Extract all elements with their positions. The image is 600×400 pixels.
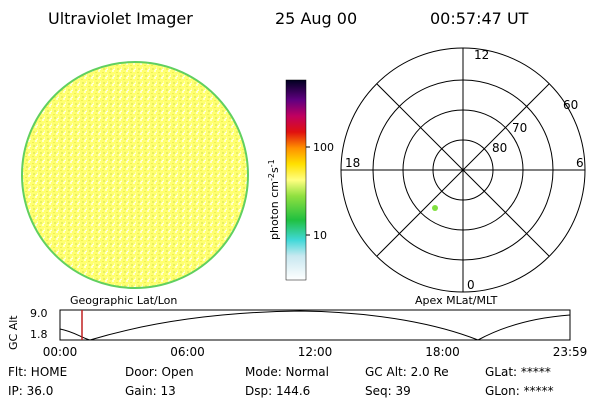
colorbar-tick-label: 100 <box>313 141 334 154</box>
header: Ultraviolet Imager 25 Aug 00 00:57:47 UT <box>48 9 529 28</box>
lat-label: 60 <box>563 98 578 112</box>
status-field: GLat: ***** <box>485 365 551 379</box>
altitude-curve <box>59 310 571 341</box>
altitude-plot: GC Alt 9.0 1.8 00:00 06:00 12:00 18:00 23:59 <box>7 307 587 359</box>
y-tick-label: 1.8 <box>30 328 48 341</box>
x-tick-label: 06:00 <box>170 345 205 359</box>
label-sup: -1 <box>267 159 276 167</box>
title: Ultraviolet Imager <box>48 9 193 28</box>
label-sup: -2 <box>267 173 276 181</box>
x-tick-label: 00:00 <box>43 345 78 359</box>
status-field: GC Alt: 2.0 Re <box>365 365 449 379</box>
x-ticks: 00:00 06:00 12:00 18:00 23:59 <box>43 345 588 359</box>
status-field: Flt: HOME <box>8 365 67 379</box>
lat-label: 70 <box>512 121 527 135</box>
date: 25 Aug 00 <box>275 9 357 28</box>
y-tick-label: 9.0 <box>30 307 48 320</box>
colorbar-scale <box>285 79 307 281</box>
polar-plot: 12 6 18 0 60 70 80 <box>340 47 586 293</box>
x-tick-label: 23:59 <box>553 345 588 359</box>
satellite-position <box>432 205 438 211</box>
x-tick-label: 18:00 <box>425 345 460 359</box>
x-tick-label: 12:00 <box>298 345 333 359</box>
mlt-label: 6 <box>576 156 584 170</box>
uv-image-disc <box>21 61 249 289</box>
colorbar-label: photon cm-2s-1 <box>267 159 281 240</box>
status-field: Gain: 13 <box>125 384 176 398</box>
lat-label: 80 <box>492 141 507 155</box>
status-field: Seq: 39 <box>365 384 411 398</box>
mlt-label: 12 <box>474 48 489 62</box>
y-axis-label: GC Alt <box>7 315 20 350</box>
coord-label: Geographic Lat/Lon <box>70 294 177 307</box>
status-field: Mode: Normal <box>245 365 329 379</box>
colorbar-tick-label: 10 <box>313 229 327 242</box>
mlt-label: 0 <box>467 278 475 292</box>
status-field: GLon: ***** <box>485 384 554 398</box>
status-field: IP: 36.0 <box>8 384 53 398</box>
status-panel: Flt: HOME Door: Open Mode: Normal GC Alt: 2… <box>8 365 554 398</box>
time: 00:57:47 UT <box>430 9 529 28</box>
mlt-label: 18 <box>345 156 360 170</box>
colorbar: 100 10 photon cm-2s-1 <box>267 79 334 281</box>
label-part: photon cm <box>268 181 281 240</box>
status-field: Door: Open <box>125 365 194 379</box>
label-part: s <box>268 167 281 173</box>
status-field: Dsp: 144.6 <box>245 384 310 398</box>
coord-label: Apex MLat/MLT <box>415 294 498 307</box>
plot-frame <box>59 309 571 341</box>
polar-spoke <box>376 83 550 257</box>
